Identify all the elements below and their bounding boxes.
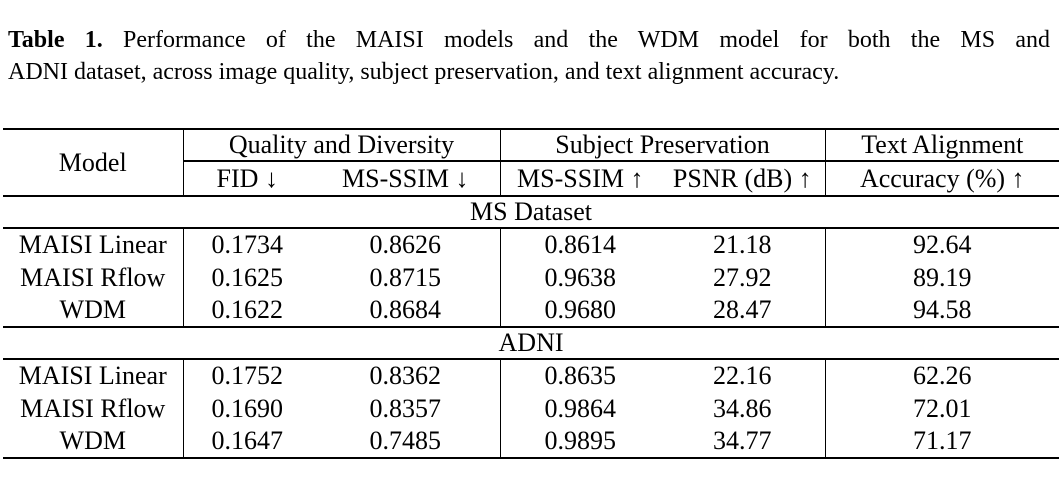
metric-value: 0.8614 (544, 230, 617, 259)
model-name: MAISI Linear (3, 228, 184, 261)
section-row: MS Dataset (3, 196, 1060, 228)
table-header: Model Quality and Diversity Subject Pres… (3, 129, 1060, 197)
table-row: MAISI Linear 0.1734 0.8626 0.8614 21.18 92.64 (3, 228, 1059, 261)
caption-label: Table 1. (8, 27, 103, 53)
metric-value: 71.17 (825, 425, 1060, 459)
metric-value: 22.16 (660, 359, 826, 392)
column-header-ms-ssim-down: MS-SSIM ↓ (311, 161, 501, 197)
results-table: Model Quality and Diversity Subject Pres… (3, 128, 1060, 459)
table-row: MAISI Rflow 0.1690 0.8357 0.9864 34.86 72.01 (3, 392, 1059, 425)
metric-value: 0.7485 (311, 425, 501, 459)
metric-value: 34.77 (660, 425, 826, 459)
metric-value: 0.1625 (211, 262, 284, 292)
group-header-subject-preservation: Subject Preservation (500, 129, 826, 162)
metric-value: 89.19 (913, 262, 972, 292)
section-title: MS Dataset (469, 197, 593, 226)
metric-value: 94.58 (825, 294, 1060, 328)
metric-value: 0.1752 (211, 361, 284, 390)
metric-value: 0.1734 (211, 230, 284, 259)
table-row: WDM 0.1622 0.8684 0.9680 28.47 94.58 (3, 294, 1060, 328)
column-header-ms-ssim-up: MS-SSIM ↑ (500, 161, 661, 197)
metric-value: 0.1622 (183, 294, 311, 328)
group-header-quality-diversity: Quality and Diversity (183, 129, 501, 162)
group-header-row: Model Quality and Diversity Subject Pres… (3, 129, 1060, 197)
column-header-fid: FID ↓ (183, 161, 311, 197)
metric-value: 0.1690 (211, 393, 284, 423)
metric-value: 0.9895 (500, 425, 661, 459)
caption-line-2: ADNI dataset, across image quality, subj… (8, 59, 840, 85)
column-header-psnr: PSNR (dB) ↑ (660, 161, 826, 197)
metric-value: 0.8626 (311, 228, 501, 261)
metric-value: 0.8715 (311, 261, 501, 294)
column-header-model: Model (3, 129, 184, 197)
model-name: MAISI Rflow (3, 261, 184, 294)
table-body: MS Dataset MAISI Linear 0.1734 0.8626 0.8614… (3, 196, 1060, 459)
model-name: WDM (3, 294, 184, 328)
metric-value: 0.9680 (500, 294, 661, 328)
metric-value: 0.9864 (544, 393, 617, 423)
metric-value: 0.8684 (311, 294, 501, 328)
metric-value: 0.8357 (311, 392, 501, 425)
section-row: ADNI (3, 327, 1060, 359)
model-name: MAISI Linear (3, 359, 184, 392)
metric-value: 34.86 (660, 392, 826, 425)
table-row: MAISI Linear 0.1752 0.8362 0.8635 22.16 62.26 (3, 359, 1059, 392)
metric-value: 62.26 (913, 361, 972, 390)
column-header-accuracy: Accuracy (%) ↑ (825, 161, 1060, 197)
caption-text: Performance of the MAISI models and the … (123, 27, 1050, 53)
table-row: MAISI Rflow 0.1625 0.8715 0.9638 27.92 89.19 (3, 261, 1059, 294)
metric-value: 21.18 (660, 228, 826, 261)
model-name: WDM (3, 425, 184, 459)
metric-value: 0.8635 (544, 361, 617, 390)
table-caption: Table 1. Performance of the MAISI models… (8, 24, 1050, 88)
metric-value: 0.9638 (544, 262, 617, 292)
metric-value: 28.47 (660, 294, 826, 328)
subheader-row: FID ↓ MS-SSIM ↓ MS-SSIM ↑ PSNR (dB) ↑ Ac… (3, 161, 1060, 197)
model-name: MAISI Rflow (3, 392, 184, 425)
metric-value: 0.8362 (311, 359, 501, 392)
section-title: ADNI (498, 328, 564, 357)
metric-value: 0.1647 (183, 425, 311, 459)
table-row: WDM 0.1647 0.7485 0.9895 34.77 71.17 (3, 425, 1060, 459)
metric-value: 27.92 (660, 261, 826, 294)
metric-value: 92.64 (913, 230, 972, 259)
caption-line-1: Table 1. Performance of the MAISI models… (8, 24, 1050, 56)
group-header-text-alignment: Text Alignment (825, 129, 1060, 162)
metric-value: 72.01 (913, 393, 972, 423)
